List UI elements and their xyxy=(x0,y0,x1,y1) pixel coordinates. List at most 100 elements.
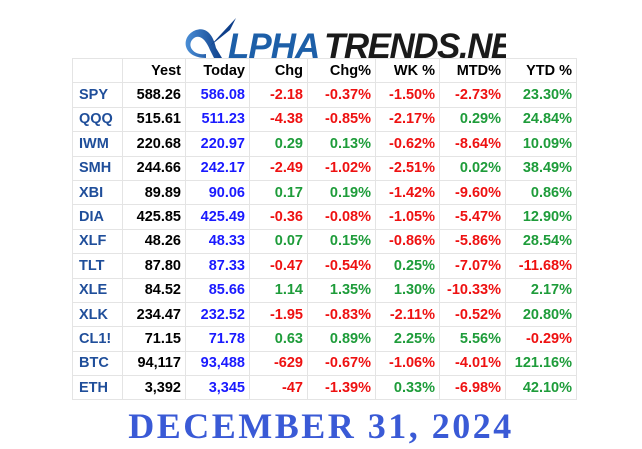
today-cell: 232.52 xyxy=(185,301,250,328)
wk-pct-cell: 2.25% xyxy=(375,326,440,352)
market-summary-table-wrap: Yest Today Chg Chg% WK % MTD% YTD % SPY 588.26 5… xyxy=(72,57,577,401)
table-header-row: Yest Today Chg Chg% WK % MTD% YTD % xyxy=(72,57,577,84)
ytd-pct-cell: 23.30% xyxy=(505,82,577,108)
mtd-pct-cell: -6.98% xyxy=(439,375,506,401)
wk-pct-cell: -0.86% xyxy=(375,228,440,255)
today-cell: 48.33 xyxy=(185,228,250,255)
today-cell: 3,345 xyxy=(185,375,250,401)
header-wk-pct: WK % xyxy=(375,57,440,84)
wk-pct-cell: -2.11% xyxy=(375,301,440,328)
mtd-pct-cell: -5.86% xyxy=(439,228,506,255)
ytd-pct-cell: -0.29% xyxy=(505,326,577,352)
ytd-pct-cell: -11.68% xyxy=(505,253,577,279)
chg-cell: -2.18 xyxy=(249,82,308,108)
mtd-pct-cell: -7.07% xyxy=(439,253,506,279)
mtd-pct-cell: 0.02% xyxy=(439,155,506,181)
symbol-cell: XLF xyxy=(72,228,123,255)
chg-pct-cell: -1.02% xyxy=(307,155,376,181)
ytd-pct-cell: 38.49% xyxy=(505,155,577,181)
wk-pct-cell: -0.62% xyxy=(375,131,440,157)
today-cell: 71.78 xyxy=(185,326,250,352)
today-cell: 220.97 xyxy=(185,131,250,157)
mtd-pct-cell: -4.01% xyxy=(439,350,506,377)
symbol-cell: TLT xyxy=(72,253,123,279)
today-cell: 586.08 xyxy=(185,82,250,108)
symbol-cell: ETH xyxy=(72,375,123,401)
yest-cell: 94,117 xyxy=(122,350,186,377)
table-row: TLT 87.80 87.33 -0.47 -0.54% 0.25% -7.07% -11.6… xyxy=(72,253,577,279)
ytd-pct-cell: 121.16% xyxy=(505,350,577,377)
chg-cell: -0.36 xyxy=(249,204,308,230)
ytd-pct-cell: 10.09% xyxy=(505,131,577,157)
ytd-pct-cell: 20.80% xyxy=(505,301,577,328)
chg-cell: 1.14 xyxy=(249,277,308,303)
ytd-pct-cell: 12.90% xyxy=(505,204,577,230)
header-chg-pct: Chg% xyxy=(307,57,376,84)
yest-cell: 84.52 xyxy=(122,277,186,303)
table-row: ETH 3,392 3,345 -47 -1.39% 0.33% -6.98% 42.10% xyxy=(72,375,577,401)
table-row: SPY 588.26 586.08 -2.18 -0.37% -1.50% -2.73% 23… xyxy=(72,82,577,108)
symbol-cell: DIA xyxy=(72,204,123,230)
chg-pct-cell: 0.89% xyxy=(307,326,376,352)
chg-cell: 0.07 xyxy=(249,228,308,255)
symbol-cell: XLK xyxy=(72,301,123,328)
yest-cell: 244.66 xyxy=(122,155,186,181)
mtd-pct-cell: -8.64% xyxy=(439,131,506,157)
yest-cell: 220.68 xyxy=(122,131,186,157)
chg-cell: 0.17 xyxy=(249,179,308,206)
header-symbol xyxy=(72,57,123,84)
mtd-pct-cell: -2.73% xyxy=(439,82,506,108)
chg-cell: -4.38 xyxy=(249,106,308,133)
header-today: Today xyxy=(185,57,250,84)
today-cell: 242.17 xyxy=(185,155,250,181)
chg-pct-cell: -0.67% xyxy=(307,350,376,377)
chg-pct-cell: 1.35% xyxy=(307,277,376,303)
chg-pct-cell: -0.37% xyxy=(307,82,376,108)
wk-pct-cell: -1.42% xyxy=(375,179,440,206)
ytd-pct-cell: 0.86% xyxy=(505,179,577,206)
wk-pct-cell: 0.33% xyxy=(375,375,440,401)
wk-pct-cell: -2.17% xyxy=(375,106,440,133)
ytd-pct-cell: 2.17% xyxy=(505,277,577,303)
today-cell: 93,488 xyxy=(185,350,250,377)
symbol-cell: IWM xyxy=(72,131,123,157)
yest-cell: 3,392 xyxy=(122,375,186,401)
symbol-cell: QQQ xyxy=(72,106,123,133)
wk-pct-cell: -1.50% xyxy=(375,82,440,108)
mtd-pct-cell: -9.60% xyxy=(439,179,506,206)
chg-pct-cell: 0.19% xyxy=(307,179,376,206)
wk-pct-cell: -1.05% xyxy=(375,204,440,230)
chg-pct-cell: -0.83% xyxy=(307,301,376,328)
mtd-pct-cell: -5.47% xyxy=(439,204,506,230)
chg-pct-cell: -1.39% xyxy=(307,375,376,401)
table-row: CL1! 71.15 71.78 0.63 0.89% 2.25% 5.56% -0.29% xyxy=(72,326,577,352)
chg-cell: -0.47 xyxy=(249,253,308,279)
yest-cell: 588.26 xyxy=(122,82,186,108)
chg-pct-cell: -0.54% xyxy=(307,253,376,279)
yest-cell: 71.15 xyxy=(122,326,186,352)
table-row: QQQ 515.61 511.23 -4.38 -0.85% -2.17% 0.29% 24.… xyxy=(72,106,577,133)
wk-pct-cell: -2.51% xyxy=(375,155,440,181)
ytd-pct-cell: 42.10% xyxy=(505,375,577,401)
symbol-cell: BTC xyxy=(72,350,123,377)
yest-cell: 48.26 xyxy=(122,228,186,255)
today-cell: 85.66 xyxy=(185,277,250,303)
chg-pct-cell: -0.08% xyxy=(307,204,376,230)
yest-cell: 234.47 xyxy=(122,301,186,328)
today-cell: 90.06 xyxy=(185,179,250,206)
chg-cell: 0.29 xyxy=(249,131,308,157)
table-row: XBI 89.89 90.06 0.17 0.19% -1.42% -9.60% 0.86% xyxy=(72,179,577,206)
chg-cell: -629 xyxy=(249,350,308,377)
table-row: XLK 234.47 232.52 -1.95 -0.83% -2.11% -0.52% 20… xyxy=(72,301,577,328)
header-yest: Yest xyxy=(122,57,186,84)
yest-cell: 87.80 xyxy=(122,253,186,279)
table-row: IWM 220.68 220.97 0.29 0.13% -0.62% -8.64% 10.0… xyxy=(72,131,577,157)
today-cell: 425.49 xyxy=(185,204,250,230)
chg-pct-cell: 0.13% xyxy=(307,131,376,157)
header-mtd-pct: MTD% xyxy=(439,57,506,84)
today-cell: 87.33 xyxy=(185,253,250,279)
mtd-pct-cell: 5.56% xyxy=(439,326,506,352)
wk-pct-cell: -1.06% xyxy=(375,350,440,377)
report-date: DECEMBER 31, 2024 xyxy=(128,406,514,446)
mtd-pct-cell: -10.33% xyxy=(439,277,506,303)
